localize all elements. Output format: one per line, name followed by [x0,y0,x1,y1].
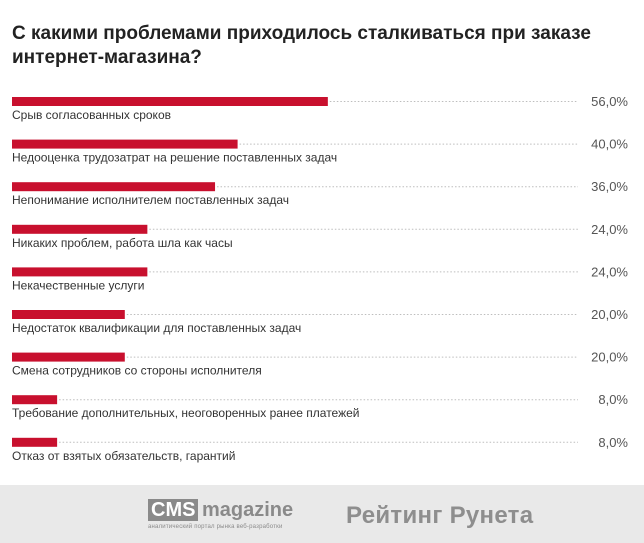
bar-3 [12,224,148,234]
value-label-2: 36,0% [591,179,628,194]
bar-2 [12,182,216,192]
bar-chart: 56,0% Срыв согласованных сроков 40,0% Недоо… [12,94,628,463]
cms-logo-suffix: magazine [202,499,294,521]
category-label-1: Недооценка трудозатрат на решение постав… [12,151,337,165]
category-label-8: Отказ от взятых обязательств, гарантий [12,449,235,463]
bar-1 [12,139,238,149]
runet-rating-logo: Рейтинг Рунета [346,502,534,529]
value-label-1: 40,0% [591,137,628,152]
category-label-5: Недостаток квалификации для поставленных… [12,321,301,335]
bar-8 [12,437,58,447]
value-label-8: 8,0% [598,435,628,450]
cms-logo-text: CMS [148,499,199,521]
value-label-4: 24,0% [591,264,628,279]
bar-7 [12,395,58,405]
value-label-0: 56,0% [591,94,628,109]
category-label-0: Срыв согласованных сроков [12,108,171,122]
value-label-3: 24,0% [591,222,628,237]
bar-6 [12,352,125,362]
category-label-4: Некачественные услуги [12,278,144,292]
category-label-7: Требование дополнительных, неоговоренных… [12,406,360,420]
category-label-3: Никаких проблем, работа шла как часы [12,236,233,250]
category-label-6: Смена сотрудников со стороны исполнителя [12,364,262,378]
cms-magazine-logo: CMS magazine аналитический портал рынка … [148,499,318,539]
cms-tagline: аналитический портал рынка веб-разработк… [148,524,283,530]
bar-0 [12,97,328,106]
value-label-5: 20,0% [591,307,628,322]
footer: CMS magazine аналитический портал рынка … [0,485,644,543]
bar-4 [12,267,148,277]
chart-title: С какими проблемами приходилось сталкива… [12,23,591,68]
bar-5 [12,310,125,319]
value-label-6: 20,0% [591,350,628,365]
value-label-7: 8,0% [598,392,628,407]
category-label-2: Непонимание исполнителем поставленных за… [12,193,289,207]
